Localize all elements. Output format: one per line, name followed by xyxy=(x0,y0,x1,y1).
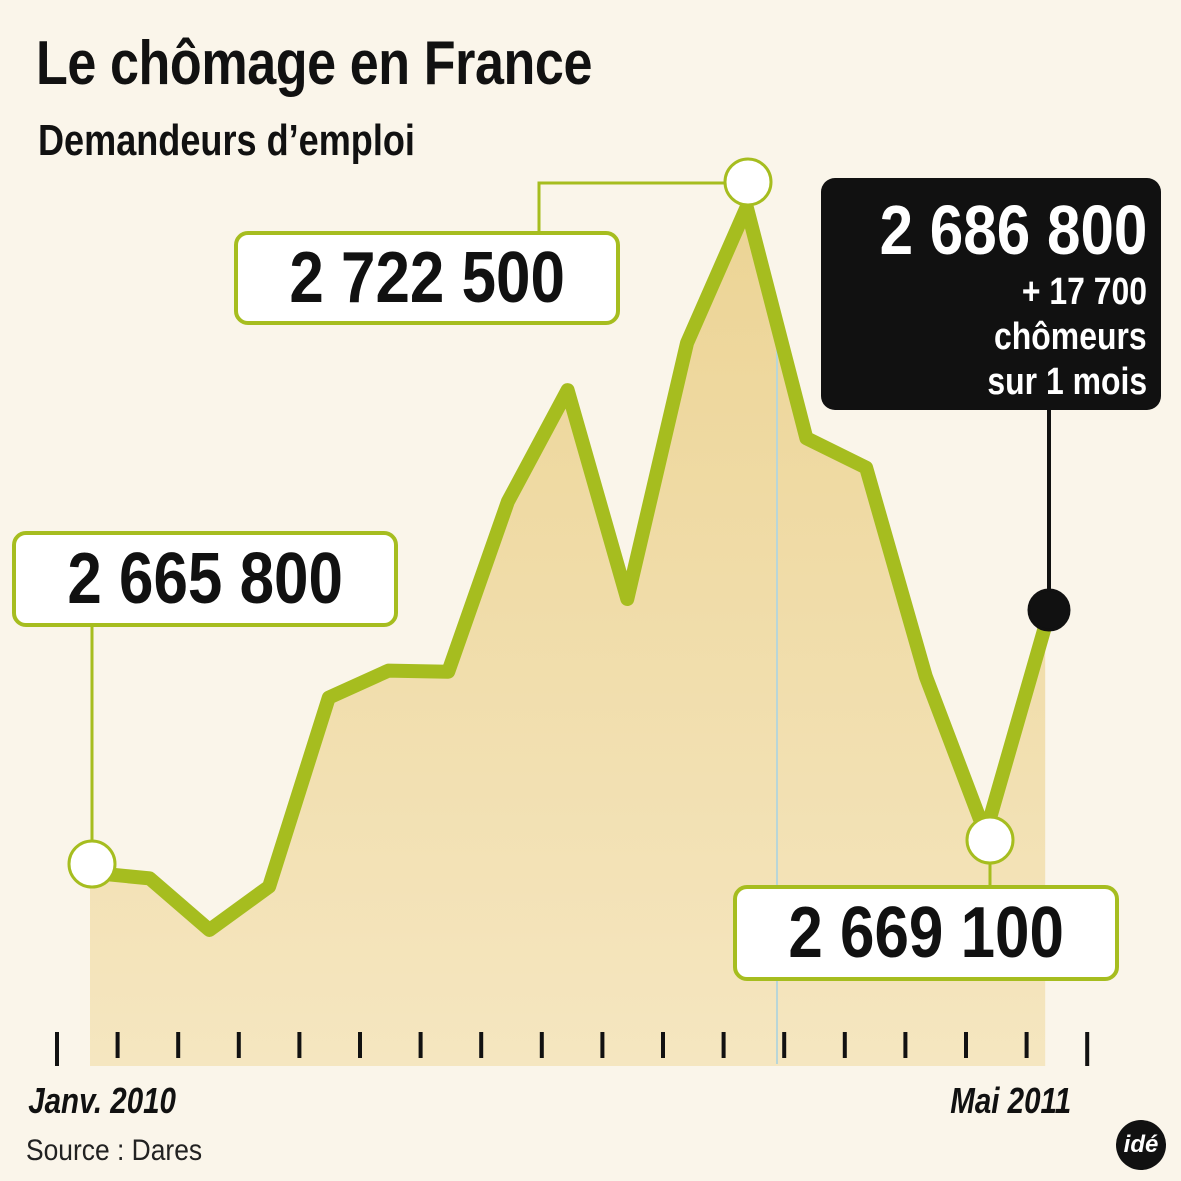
x-axis-end-label: Mai 2011 xyxy=(950,1080,1072,1121)
callout-first-value: 2 665 800 xyxy=(12,531,398,627)
callout-leader-lines xyxy=(90,181,1051,888)
marker-max-point xyxy=(723,157,773,207)
marker-min-point xyxy=(965,815,1015,865)
last-note-2: sur 1 mois xyxy=(987,361,1147,403)
point-markers xyxy=(67,157,1071,889)
callout-max-value: 2 722 500 xyxy=(234,231,620,325)
last-change: + 17 700 xyxy=(1021,271,1147,313)
last-value: 2 686 800 xyxy=(879,191,1147,269)
marker-first-point xyxy=(67,839,117,889)
chart-title: Le chômage en France xyxy=(36,29,592,98)
chart-subtitle: Demandeurs d’emploi xyxy=(38,116,415,165)
x-axis-ticks xyxy=(55,1032,1090,1066)
marker-last-point xyxy=(1027,588,1071,632)
area-fill xyxy=(90,207,1046,1066)
leader-line xyxy=(537,181,744,232)
x-axis-start-label: Janv. 2010 xyxy=(28,1080,176,1121)
series-line xyxy=(83,200,1053,937)
source-note: Source : Dares xyxy=(26,1134,203,1167)
callout-min-value: 2 669 100 xyxy=(733,885,1119,981)
ide-logo: idé xyxy=(1116,1120,1166,1170)
last-note-1: chômeurs xyxy=(994,316,1147,358)
callout-last-value: 2 686 800 + 17 700 chômeurs sur 1 mois xyxy=(821,178,1161,410)
